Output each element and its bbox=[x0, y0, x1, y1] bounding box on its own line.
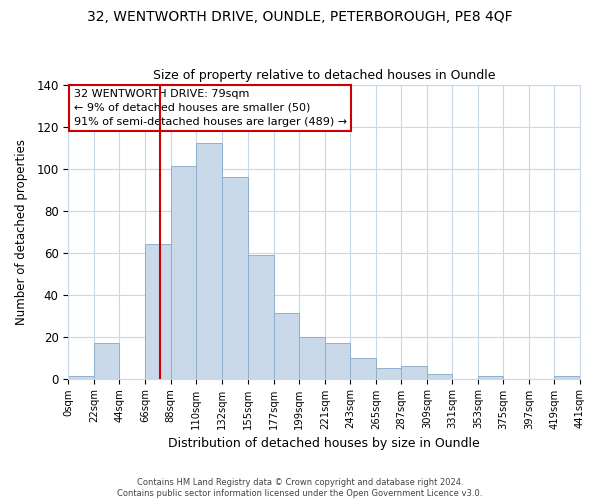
Bar bbox=[274, 314, 299, 378]
Bar bbox=[427, 374, 452, 378]
Bar bbox=[376, 368, 401, 378]
Text: 32, WENTWORTH DRIVE, OUNDLE, PETERBOROUGH, PE8 4QF: 32, WENTWORTH DRIVE, OUNDLE, PETERBOROUG… bbox=[87, 10, 513, 24]
Y-axis label: Number of detached properties: Number of detached properties bbox=[15, 138, 28, 324]
Bar bbox=[68, 376, 94, 378]
Bar bbox=[248, 254, 274, 378]
Bar bbox=[325, 343, 350, 378]
Title: Size of property relative to detached houses in Oundle: Size of property relative to detached ho… bbox=[153, 69, 496, 82]
Bar bbox=[145, 244, 170, 378]
Bar bbox=[196, 144, 221, 378]
Bar bbox=[221, 177, 248, 378]
Bar bbox=[554, 376, 580, 378]
Bar bbox=[350, 358, 376, 378]
Bar bbox=[401, 366, 427, 378]
Bar bbox=[299, 336, 325, 378]
X-axis label: Distribution of detached houses by size in Oundle: Distribution of detached houses by size … bbox=[169, 437, 480, 450]
Bar bbox=[94, 343, 119, 378]
Bar bbox=[170, 166, 196, 378]
Bar bbox=[478, 376, 503, 378]
Text: Contains HM Land Registry data © Crown copyright and database right 2024.
Contai: Contains HM Land Registry data © Crown c… bbox=[118, 478, 482, 498]
Text: 32 WENTWORTH DRIVE: 79sqm
← 9% of detached houses are smaller (50)
91% of semi-d: 32 WENTWORTH DRIVE: 79sqm ← 9% of detach… bbox=[74, 89, 347, 127]
